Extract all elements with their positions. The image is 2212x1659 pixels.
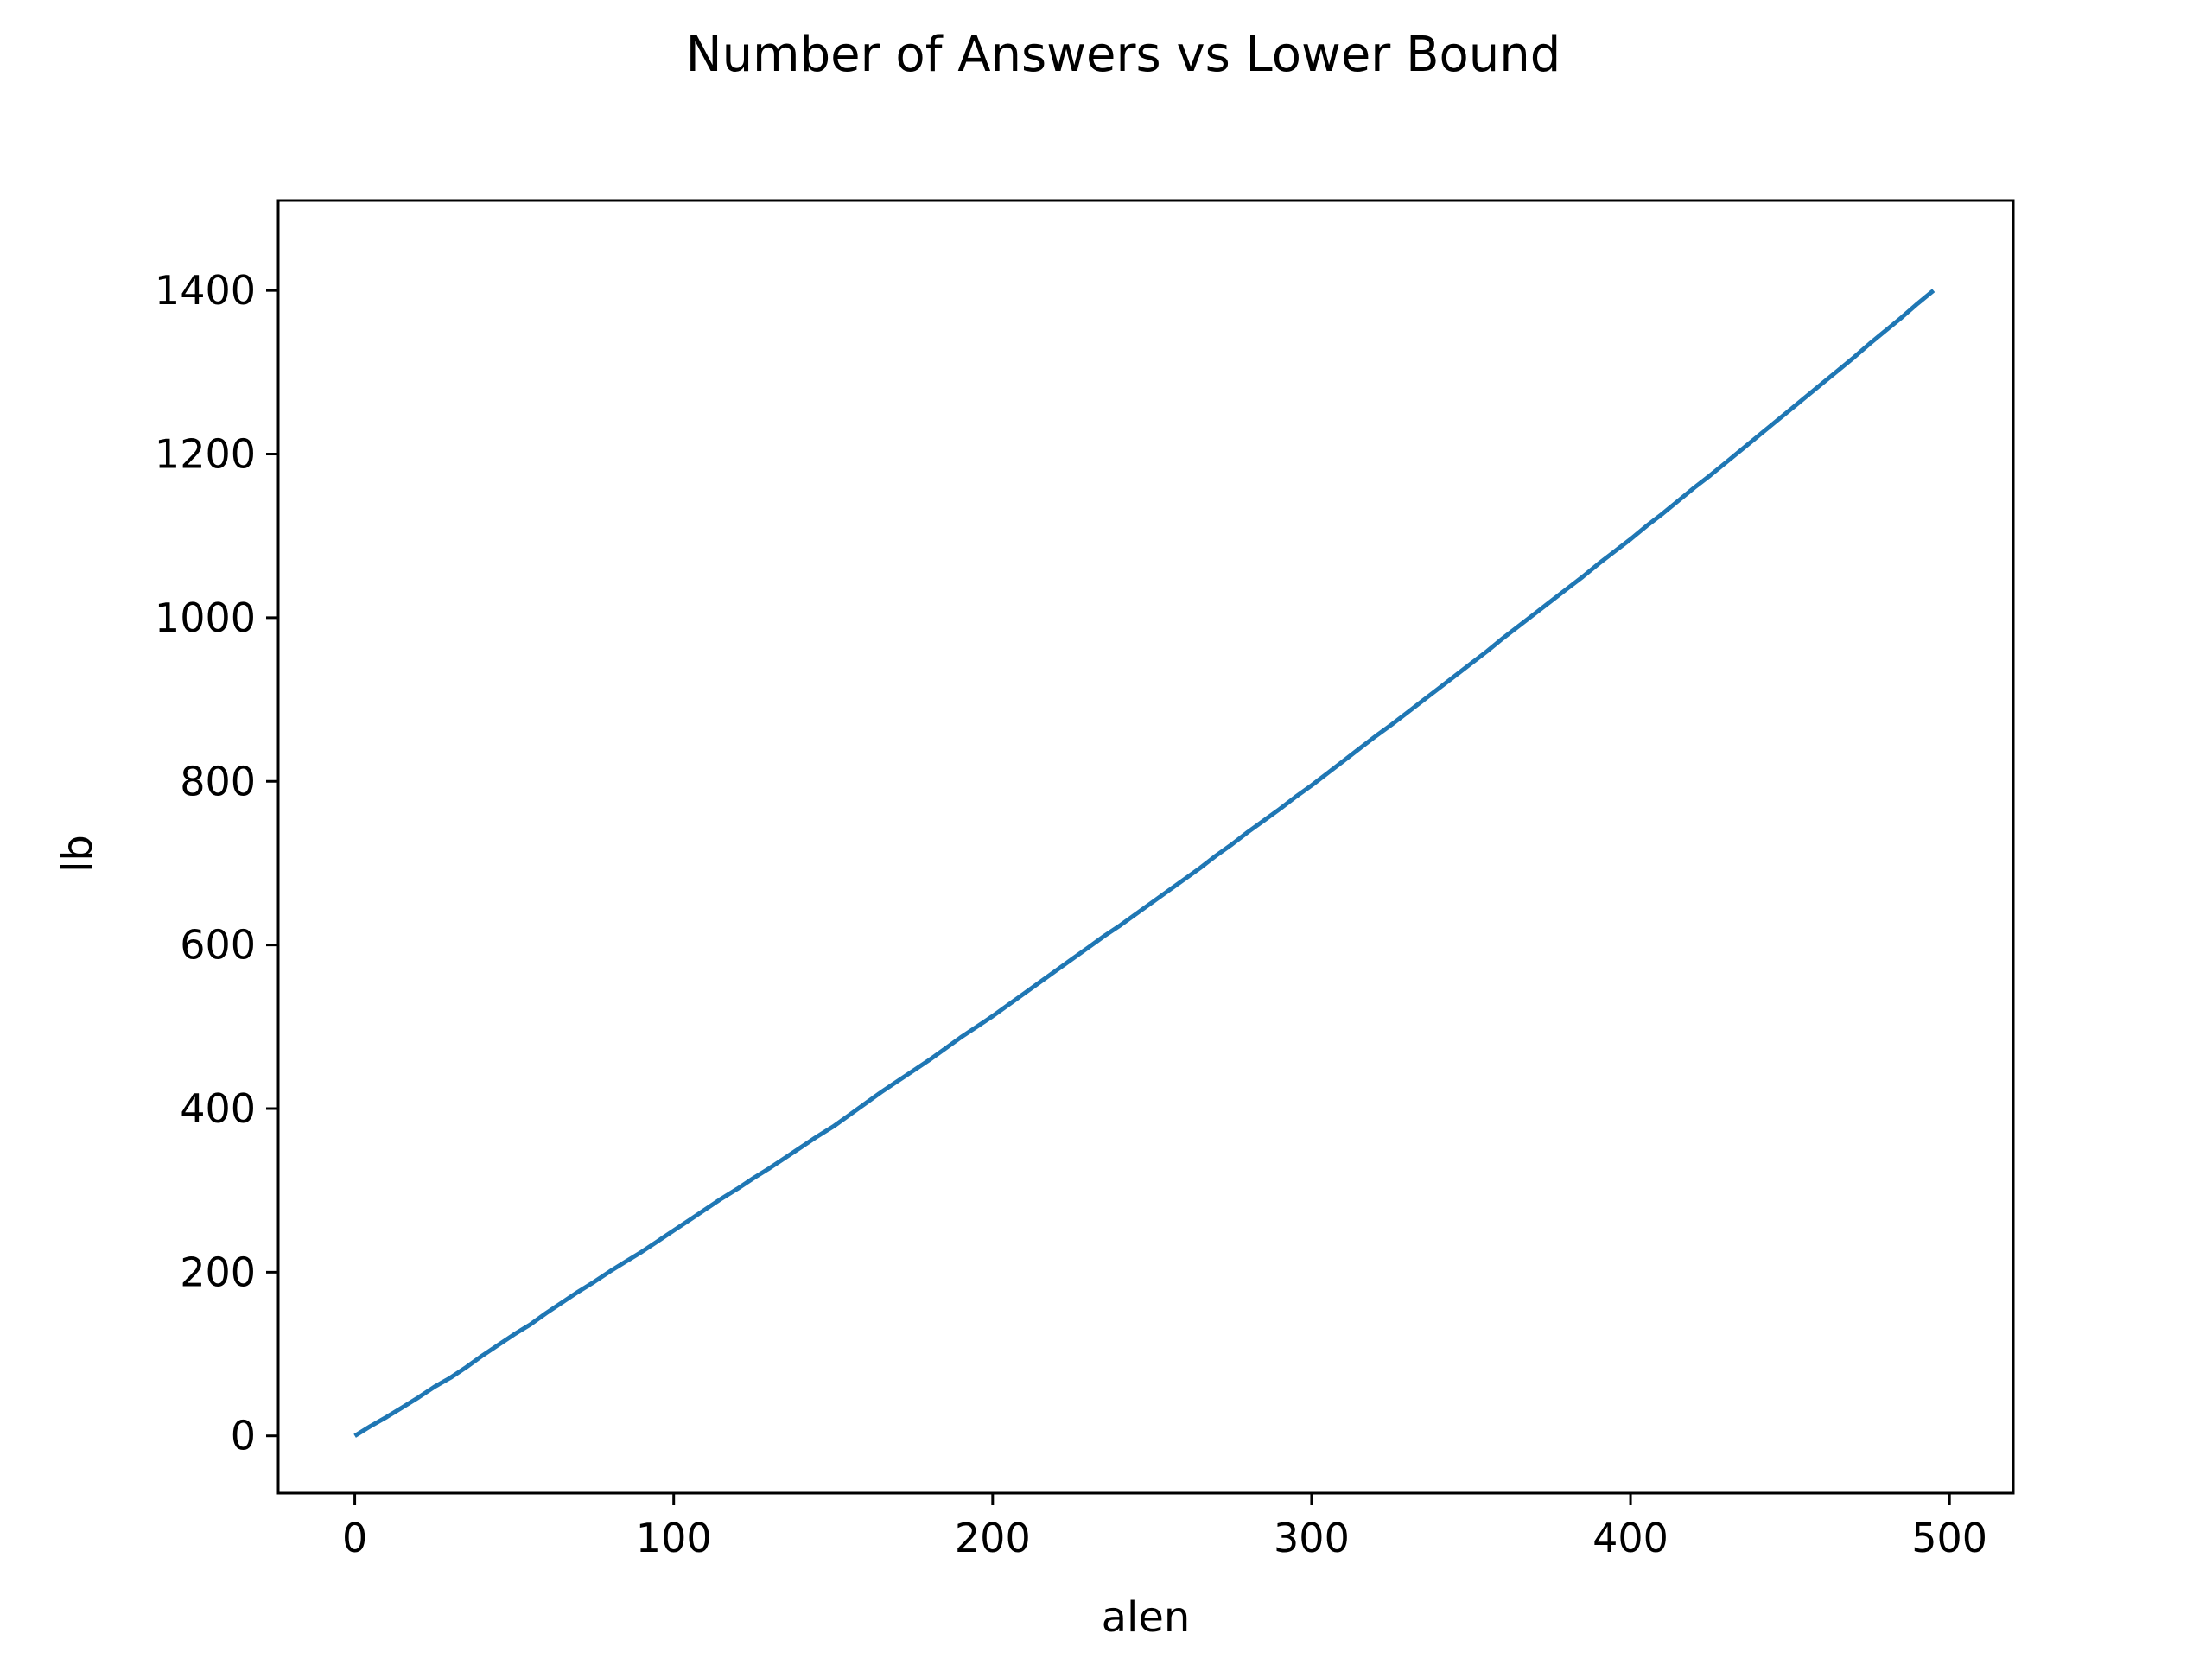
x-tick-label: 400	[1592, 1515, 1669, 1561]
y-tick-label: 400	[180, 1085, 256, 1132]
y-tick-label: 1400	[155, 267, 256, 314]
y-tick-label: 600	[180, 922, 256, 969]
x-axis-label: alen	[1102, 1593, 1191, 1642]
x-axis-ticks: 0 100 200 300 400 500	[342, 1493, 1987, 1561]
y-axis-ticks: 0 200 400 600 800 1000 1200 1400	[155, 267, 278, 1459]
x-tick-label: 0	[342, 1515, 367, 1561]
y-axis-label: lb	[54, 835, 102, 873]
plot-area	[276, 199, 2015, 1495]
x-tick-label: 100	[636, 1515, 712, 1561]
series-line-lb	[353, 289, 1936, 1438]
chart-title: Number of Answers vs Lower Bound	[686, 27, 1561, 83]
y-tick-label: 1000	[155, 594, 256, 641]
x-tick-label: 200	[955, 1515, 1031, 1561]
y-tick-label: 200	[180, 1249, 256, 1295]
x-tick-label: 300	[1274, 1515, 1350, 1561]
y-tick-label: 0	[231, 1413, 256, 1459]
y-tick-label: 1200	[155, 431, 256, 478]
y-tick-label: 800	[180, 758, 256, 804]
x-tick-label: 500	[1911, 1515, 1987, 1561]
